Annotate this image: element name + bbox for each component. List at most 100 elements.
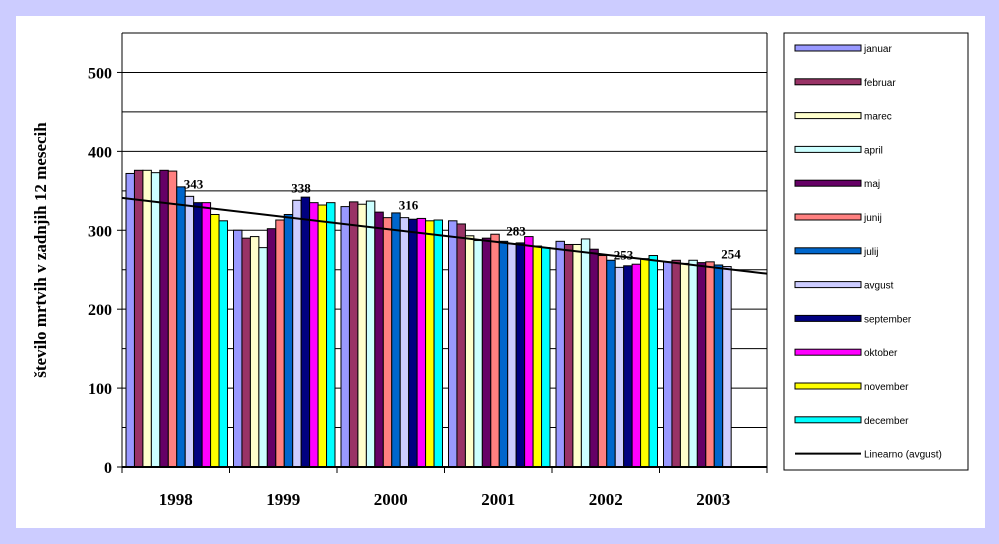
x-tick-label: 2000	[374, 490, 408, 509]
data-label: 316	[399, 198, 419, 213]
bar	[201, 202, 212, 468]
bar	[399, 217, 410, 468]
x-tick-label: 2001	[481, 490, 515, 509]
bar	[357, 203, 367, 468]
bar	[663, 261, 673, 468]
legend-label: september	[864, 314, 912, 325]
y-axis-title: število mrtvih v zadnjih 12 mesecih	[31, 122, 50, 378]
legend-label: marec	[864, 112, 892, 123]
bar	[133, 169, 144, 468]
bar	[210, 213, 220, 468]
bar	[142, 169, 152, 468]
bar	[688, 259, 698, 468]
bar	[481, 237, 492, 468]
bar	[241, 237, 251, 468]
bar	[623, 265, 633, 468]
x-tick-label: 2003	[696, 490, 730, 509]
legend-swatch	[794, 78, 862, 86]
bar	[532, 245, 543, 468]
bar	[258, 247, 268, 468]
x-tick-label: 2002	[589, 490, 623, 509]
data-label: 253	[614, 247, 634, 262]
data-label: 283	[506, 224, 526, 239]
bar	[671, 259, 681, 468]
bar	[184, 195, 195, 468]
bar	[193, 202, 203, 468]
bar	[374, 211, 384, 468]
bar	[125, 172, 135, 468]
legend-label: november	[864, 382, 909, 393]
legend-label: Linearno (avgust)	[864, 450, 942, 461]
bar	[464, 235, 475, 468]
legend-swatch	[794, 179, 862, 187]
legend-swatch	[794, 145, 862, 153]
bar	[408, 218, 418, 468]
bar	[713, 264, 724, 468]
bar	[275, 219, 285, 468]
bar	[433, 219, 443, 468]
y-tick-label: 300	[88, 223, 112, 240]
legend-label: april	[864, 145, 883, 156]
bar	[597, 255, 608, 468]
bar	[696, 262, 707, 468]
bar	[233, 229, 243, 468]
bar	[640, 258, 650, 468]
legend-swatch	[794, 112, 862, 120]
bar	[507, 243, 517, 468]
bar	[456, 223, 466, 468]
trendline	[121, 196, 768, 275]
y-tick-label: 400	[88, 144, 112, 161]
bar	[580, 238, 591, 468]
legend-swatch	[794, 281, 862, 289]
y-tick-label: 200	[88, 302, 112, 319]
bar	[589, 248, 599, 468]
y-tick-label: 0	[104, 460, 112, 477]
bar	[391, 212, 401, 468]
legend-label: december	[864, 416, 909, 427]
bar	[382, 217, 393, 468]
data-label: 254	[721, 247, 741, 262]
bar	[614, 266, 625, 468]
bar	[348, 201, 359, 468]
bar	[249, 236, 260, 468]
data-label: 338	[291, 180, 311, 195]
y-tick-label: 500	[88, 65, 112, 82]
legend-swatch	[794, 314, 862, 322]
y-tick-label: 100	[88, 381, 112, 398]
bar	[722, 266, 732, 468]
bar	[218, 220, 229, 468]
bar	[448, 220, 458, 468]
legend-label: februar	[864, 78, 896, 89]
bar	[292, 199, 302, 468]
bar	[563, 243, 574, 468]
bar	[515, 242, 526, 468]
legend-label: maj	[864, 179, 880, 190]
bar	[150, 172, 161, 468]
bar	[266, 228, 277, 468]
bar	[300, 196, 311, 468]
bar	[490, 233, 500, 468]
legend-label: oktober	[864, 348, 898, 359]
bar	[167, 170, 178, 468]
bar	[340, 206, 350, 468]
bar	[648, 255, 659, 468]
bar	[425, 220, 435, 468]
legend-label: julij	[863, 247, 878, 258]
bar	[317, 204, 328, 468]
bar	[326, 202, 336, 468]
legend-swatch	[794, 213, 862, 221]
bar	[524, 236, 534, 468]
bar	[541, 247, 551, 468]
bar	[631, 263, 642, 468]
legend-swatch	[794, 348, 862, 356]
legend-label: januar	[863, 44, 892, 55]
bar	[176, 186, 186, 468]
legend-swatch	[794, 416, 862, 424]
legend-label: avgust	[864, 281, 894, 292]
bar	[473, 240, 483, 468]
bar	[498, 240, 509, 468]
bar	[572, 243, 582, 468]
x-tick-label: 1998	[159, 490, 193, 509]
